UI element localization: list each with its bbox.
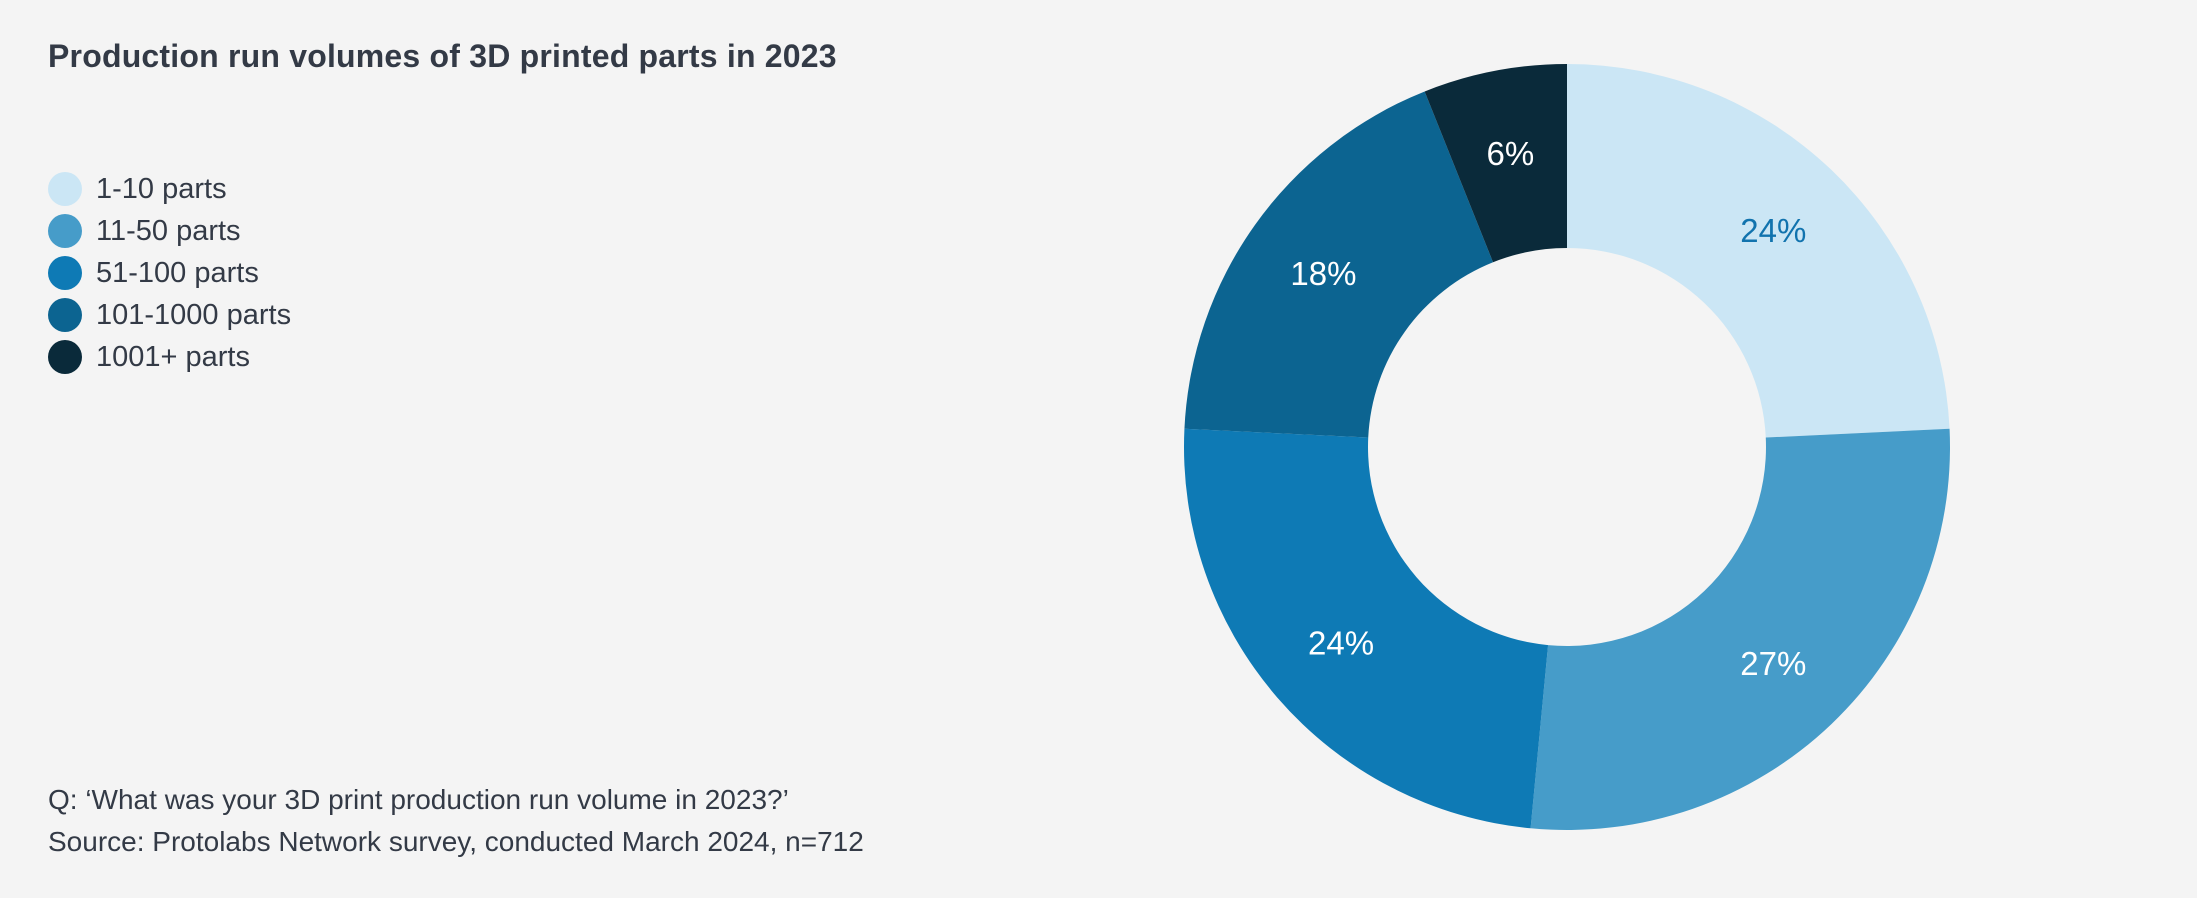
donut-segment-value-label-1001-parts: 6%: [1487, 135, 1535, 172]
donut-segment-101-1000-parts: [1184, 91, 1494, 438]
legend-label: 1001+ parts: [96, 341, 250, 373]
donut-segment-value-label-51-100-parts: 24%: [1308, 624, 1374, 661]
source-text: Source: Protolabs Network survey, conduc…: [48, 826, 864, 857]
chart-title: Production run volumes of 3D printed par…: [48, 38, 837, 74]
legend-item-101-1000-parts: 101-1000 parts: [48, 298, 291, 332]
donut-segment-value-label-11-50-parts: 27%: [1740, 645, 1806, 682]
legend-label: 101-1000 parts: [96, 299, 292, 331]
donut-segment-value-label-101-1000-parts: 18%: [1290, 255, 1356, 292]
legend-item-1-10-parts: 1-10 parts: [48, 172, 291, 206]
legend-item-51-100-parts: 51-100 parts: [48, 256, 291, 290]
donut-segment-51-100-parts: [1183, 428, 1549, 829]
donut-segment-1001-parts: [1424, 64, 1567, 263]
donut-segment-value-label-1-10-parts: 24%: [1740, 212, 1806, 249]
chart-legend: 1-10 parts 11-50 parts 51-100 parts 101-…: [48, 172, 291, 374]
donut-segment-11-50-parts: [1530, 428, 1951, 831]
donut-segment-1-10-parts: [1567, 64, 1950, 438]
donut-chart: 24% 27% 24% 18% 6%: [1183, 64, 1951, 831]
legend-swatch-icon: [48, 256, 82, 290]
legend-swatch-icon: [48, 340, 82, 374]
question-text: Q: ‘What was your 3D print production ru…: [48, 784, 789, 815]
chart-footnote: Q: ‘What was your 3D print production ru…: [48, 779, 864, 863]
legend-label: 1-10 parts: [96, 173, 227, 205]
legend-swatch-icon: [48, 172, 82, 206]
legend-item-1001-plus-parts: 1001+ parts: [48, 340, 291, 374]
legend-swatch-icon: [48, 214, 82, 248]
legend-swatch-icon: [48, 298, 82, 332]
legend-label: 11-50 parts: [96, 215, 241, 247]
legend-label: 51-100 parts: [96, 257, 259, 289]
legend-item-11-50-parts: 11-50 parts: [48, 214, 291, 248]
